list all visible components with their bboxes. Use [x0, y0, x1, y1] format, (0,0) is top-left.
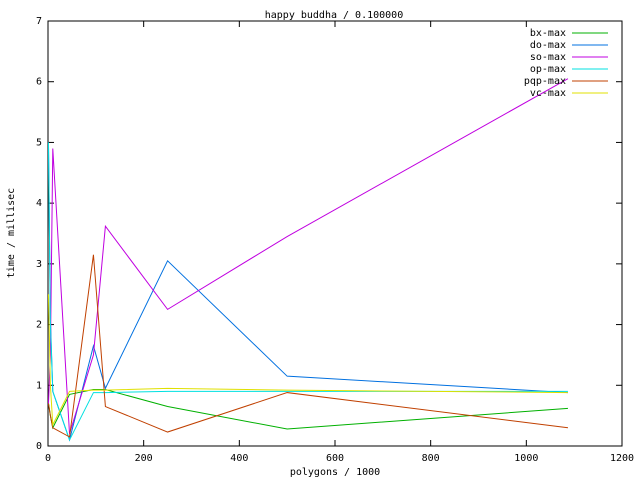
y-tick-label: 1 — [36, 380, 42, 391]
x-axis-label: polygons / 1000 — [290, 467, 380, 478]
x-tick-label: 1200 — [610, 453, 634, 464]
y-axis-label: time / millisec — [6, 188, 17, 278]
series-line — [47, 78, 569, 435]
x-tick-label: 0 — [45, 453, 51, 464]
x-tick-label: 400 — [230, 453, 248, 464]
y-tick-label: 7 — [36, 16, 42, 27]
y-tick-label: 5 — [36, 137, 42, 148]
y-tick-label: 0 — [36, 441, 42, 452]
x-tick-label: 200 — [135, 453, 153, 464]
legend-label: do-max — [530, 40, 566, 51]
y-tick-label: 3 — [36, 259, 42, 270]
y-tick-label: 4 — [36, 198, 42, 209]
series-line — [47, 254, 569, 438]
legend-label: vc-max — [530, 88, 566, 99]
series-line — [47, 142, 568, 442]
y-tick-label: 6 — [36, 77, 42, 88]
y-tick-label: 2 — [36, 320, 42, 331]
legend-label: pqp-max — [524, 76, 566, 87]
legend-label: bx-max — [530, 28, 566, 39]
chart-title: happy buddha / 0.100000 — [265, 10, 403, 21]
x-tick-label: 800 — [422, 453, 440, 464]
legend-label: op-max — [530, 64, 566, 75]
x-tick-label: 600 — [326, 453, 344, 464]
x-tick-label: 1000 — [514, 453, 538, 464]
series-line — [47, 294, 568, 427]
legend-label: so-max — [530, 52, 566, 63]
